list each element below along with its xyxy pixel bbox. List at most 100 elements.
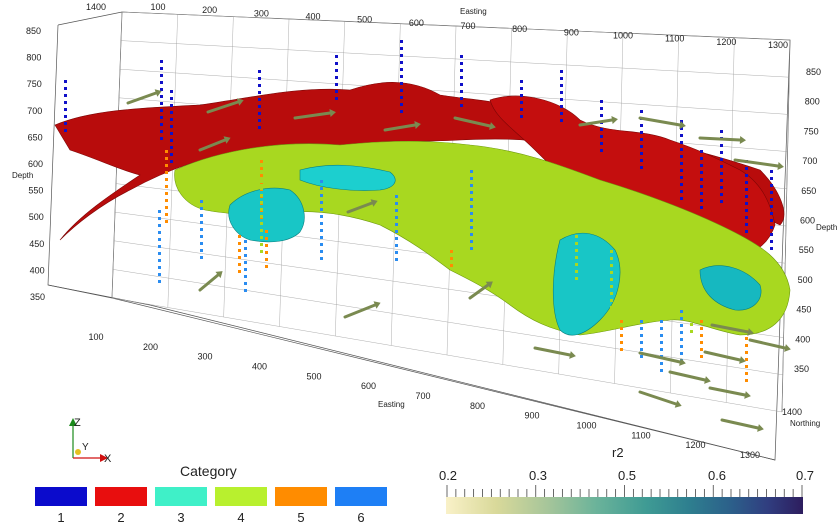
drillhole-point <box>160 81 163 84</box>
drillhole-point <box>575 228 578 231</box>
drillhole-point <box>600 128 603 131</box>
r2-legend-title: r2 <box>612 445 624 460</box>
drillhole-point <box>700 341 703 344</box>
drillhole-point <box>160 60 163 63</box>
drillhole-point <box>690 281 693 284</box>
drillhole-point <box>575 277 578 280</box>
category-swatch-3 <box>155 487 207 506</box>
drillhole-point <box>560 77 563 80</box>
drillhole-point <box>485 205 488 208</box>
drillhole-point <box>170 97 173 100</box>
drillhole-point <box>660 327 663 330</box>
orientation-triad: Z Y X <box>69 417 112 465</box>
vector-arrowhead <box>679 121 686 129</box>
drillhole-point <box>160 123 163 126</box>
drillhole-point <box>770 170 773 173</box>
grid-line <box>121 11 791 41</box>
green-surface <box>174 140 791 336</box>
drillhole-point <box>610 264 613 267</box>
drillhole-point <box>320 229 323 232</box>
drillhole-point <box>700 150 703 153</box>
vector-arrowhead <box>569 351 576 359</box>
drillhole-point <box>475 177 478 180</box>
drillhole-point <box>475 198 478 201</box>
drillhole-point <box>770 247 773 250</box>
drillhole-point <box>770 226 773 229</box>
depth-tick-right: 350 <box>794 364 809 374</box>
drillhole-point <box>158 252 161 255</box>
drillhole-point <box>770 233 773 236</box>
vector-arrow <box>468 283 490 300</box>
drillhole-point <box>260 194 263 197</box>
drillhole-point <box>575 256 578 259</box>
easting-tick-top: 100 <box>150 2 165 12</box>
drillhole-point <box>158 280 161 283</box>
drillhole-point <box>450 250 453 253</box>
vector-arrowhead <box>215 271 223 279</box>
vector-arrows <box>126 89 791 432</box>
drillhole-point <box>470 184 473 187</box>
drillhole-point <box>700 164 703 167</box>
drillhole-point <box>700 199 703 202</box>
category-label-2: 2 <box>117 510 125 525</box>
depth-tick-right: 850 <box>806 67 821 77</box>
drillhole-point <box>320 243 323 246</box>
drillhole-point <box>700 157 703 160</box>
drillhole-point <box>720 193 723 196</box>
drillhole-point <box>575 242 578 245</box>
vector-arrowhead <box>370 199 378 207</box>
drillhole-point <box>395 237 398 240</box>
vector-arrow <box>343 303 377 319</box>
drillhole-point <box>680 127 683 130</box>
drillhole-point <box>158 238 161 241</box>
category-swatch-6 <box>335 487 387 506</box>
drillhole-point <box>745 358 748 361</box>
drillhole-point <box>640 131 643 134</box>
depth-tick-right: 600 <box>800 216 815 226</box>
drillhole-point <box>260 187 263 190</box>
drillhole-point <box>745 223 748 226</box>
y-axis-marker <box>75 449 81 455</box>
drillhole-point <box>238 235 241 238</box>
drillhole-point <box>690 323 693 326</box>
drillhole-point <box>640 124 643 127</box>
drillhole-point <box>260 222 263 225</box>
depth-tick-right: 450 <box>796 305 811 315</box>
drillhole-point <box>700 206 703 209</box>
drillhole-point <box>470 198 473 201</box>
depth-tick-right: 700 <box>802 156 817 166</box>
vector-arrow <box>733 158 780 168</box>
drillhole-point <box>260 174 263 177</box>
drillhole-point <box>470 233 473 236</box>
drillhole-point <box>560 91 563 94</box>
depth-tick-right: 750 <box>804 126 819 136</box>
drillhole-point <box>720 200 723 203</box>
drillhole-point <box>700 185 703 188</box>
easting-tick-top: 800 <box>512 24 527 34</box>
depth-tick-left: 450 <box>29 239 44 249</box>
drillhole-point <box>560 119 563 122</box>
drillhole-point <box>720 130 723 133</box>
vector-arrowhead <box>679 358 686 366</box>
easting-tick-bottom: 1000 <box>576 421 596 431</box>
drillhole-point <box>575 249 578 252</box>
category-label-1: 1 <box>57 510 65 525</box>
drillhole-point <box>400 47 403 50</box>
drillhole-point <box>160 102 163 105</box>
drillhole-point <box>745 181 748 184</box>
drillhole-point <box>170 153 173 156</box>
depth-tick-right: 650 <box>801 186 816 196</box>
drillhole-point <box>238 242 241 245</box>
category-label-3: 3 <box>177 510 185 525</box>
drillhole-point <box>395 251 398 254</box>
grid-line <box>111 297 783 413</box>
vector-arrow <box>748 338 787 350</box>
drillhole-point <box>244 275 247 278</box>
drillhole-point <box>165 157 168 160</box>
drillhole-point <box>640 159 643 162</box>
y-axis-label: Y <box>82 442 89 453</box>
easting-tick-top: 300 <box>254 8 269 18</box>
vector-arrowhead <box>744 391 751 399</box>
